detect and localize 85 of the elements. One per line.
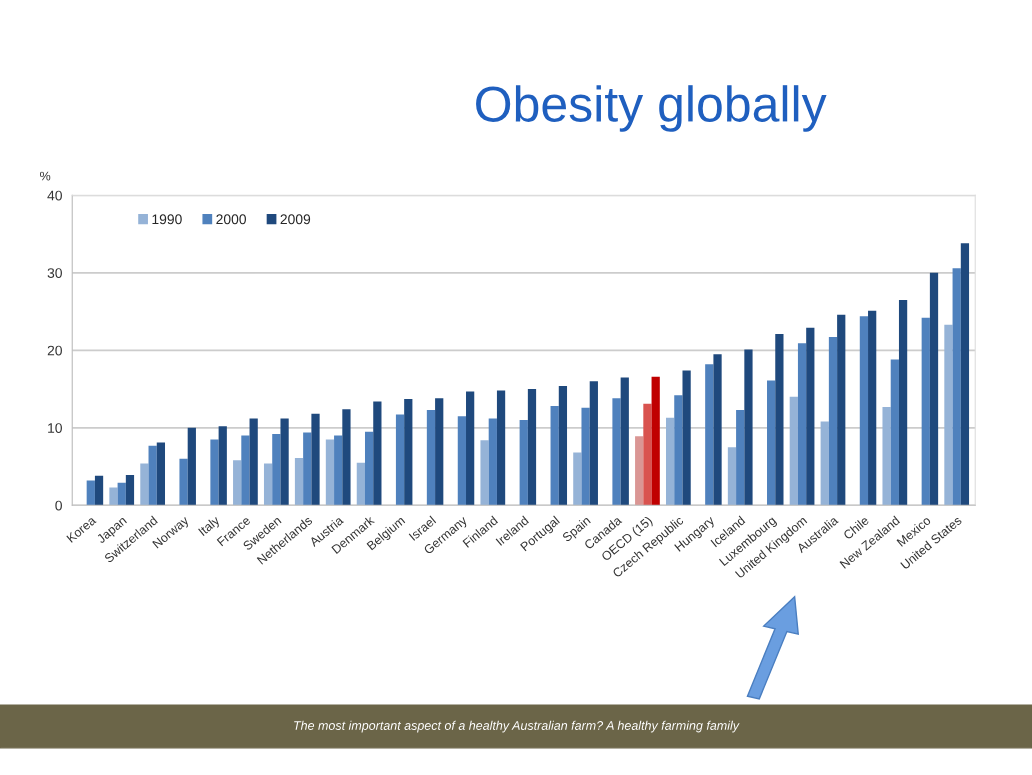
bar	[395, 414, 405, 506]
bar	[519, 420, 528, 506]
bar	[156, 442, 166, 506]
bar	[635, 436, 644, 506]
bar	[435, 398, 444, 506]
y-tick-label: 0	[55, 500, 62, 511]
bar	[480, 440, 489, 506]
bar	[581, 407, 590, 506]
bar	[643, 403, 652, 506]
bar	[868, 310, 877, 506]
bar	[713, 354, 722, 506]
bar	[589, 381, 598, 506]
bar	[890, 359, 899, 506]
bar	[665, 417, 675, 506]
bar	[404, 399, 413, 506]
bar	[527, 389, 537, 506]
bar	[117, 482, 126, 506]
y-tick-label: 40	[47, 190, 62, 201]
bar	[674, 395, 683, 506]
bar	[280, 418, 289, 506]
bar	[187, 427, 196, 506]
bar	[342, 409, 351, 506]
bar	[944, 324, 953, 506]
y-tick-label: 30	[47, 268, 62, 278]
bar	[303, 432, 312, 506]
bar	[94, 475, 104, 506]
bar	[457, 416, 467, 506]
bar	[356, 462, 365, 506]
bar	[828, 337, 838, 506]
bar	[882, 406, 891, 506]
bar	[496, 390, 506, 506]
bar	[767, 380, 776, 506]
bar	[241, 435, 250, 506]
bar	[736, 409, 745, 506]
bar	[806, 327, 815, 506]
bar	[210, 439, 219, 506]
bar	[960, 243, 970, 506]
bar	[466, 391, 475, 506]
bar	[898, 299, 908, 506]
bar	[789, 396, 798, 506]
bar	[651, 376, 660, 506]
y-tick-label: 20	[47, 345, 62, 356]
bar	[705, 364, 714, 506]
bar	[837, 314, 846, 506]
bar	[727, 447, 737, 506]
bar	[620, 377, 629, 506]
bar	[797, 343, 807, 506]
bar	[148, 445, 157, 506]
bar	[140, 463, 149, 506]
legend-label: 2000	[216, 214, 246, 225]
y-axis-title: %	[40, 171, 51, 181]
bar	[775, 334, 784, 506]
bar	[488, 418, 497, 506]
text: The most important aspect of a healthy Australian farm? A healthy farming family	[294, 720, 740, 733]
bar	[272, 434, 281, 506]
bar	[233, 460, 242, 506]
bar	[744, 349, 753, 506]
bar	[325, 439, 335, 506]
bar	[263, 463, 273, 506]
bar	[426, 409, 436, 506]
bar	[373, 401, 382, 506]
legend-label: 2009	[280, 214, 311, 225]
bar	[859, 316, 869, 506]
bar	[364, 431, 374, 506]
bar	[820, 421, 829, 506]
bar	[682, 370, 691, 506]
bar	[294, 458, 304, 506]
bar	[550, 406, 559, 506]
bar	[952, 268, 961, 506]
bar	[612, 398, 621, 506]
bar	[125, 475, 135, 506]
bar	[249, 418, 258, 506]
bar	[558, 385, 568, 506]
bar	[311, 413, 320, 506]
chart-title: Obesity globally	[476, 85, 827, 132]
bar	[179, 458, 188, 506]
bar	[109, 487, 118, 506]
bar	[218, 426, 227, 506]
bar	[921, 317, 930, 506]
legend-label: 1990	[152, 214, 182, 225]
y-tick-label: 10	[48, 423, 62, 433]
bar	[929, 272, 939, 506]
bar	[573, 452, 582, 506]
bar	[86, 480, 95, 506]
bar	[334, 435, 343, 506]
